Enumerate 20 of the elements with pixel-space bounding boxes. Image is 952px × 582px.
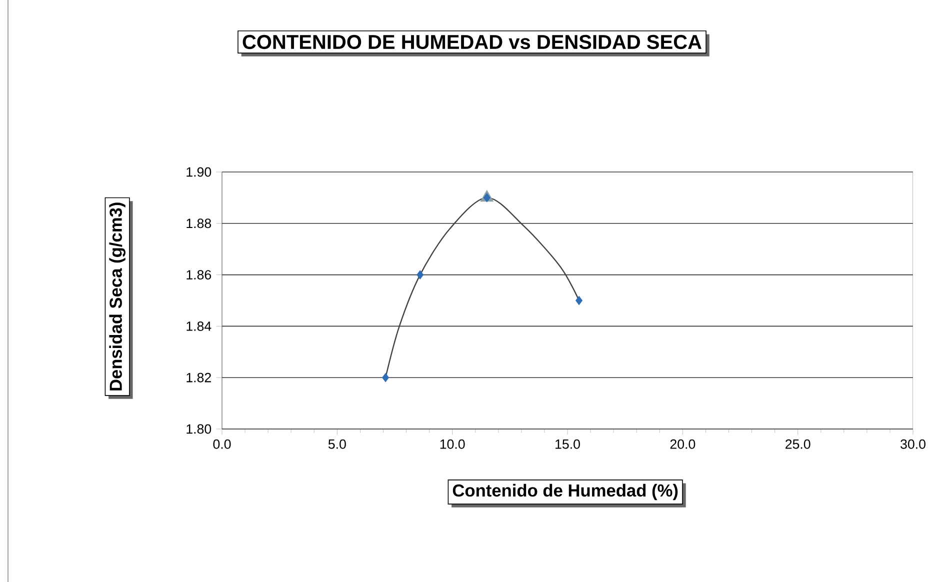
y-axis-title: Densidad Seca (g/cm3) [109, 202, 126, 390]
x-tick-label: 0.0 [213, 439, 231, 449]
x-axis-title: Contenido de Humedad (%) [452, 484, 678, 500]
y-tick-label: 1.88 [186, 218, 212, 228]
chart-title: CONTENIDO DE HUMEDAD vs DENSIDAD SECA [242, 34, 702, 50]
point [416, 270, 424, 280]
point [382, 373, 390, 382]
point [483, 193, 490, 202]
x-tick-label: 25.0 [786, 439, 810, 449]
x-tick-label: 20.0 [670, 439, 696, 449]
x-tick-label: 30.0 [900, 439, 926, 449]
x-tick-label: 15.0 [556, 439, 580, 449]
y-tick-label: 1.82 [186, 372, 211, 382]
point [576, 296, 582, 306]
x-tick-label: 5.0 [328, 439, 346, 449]
y-tick-label: 1.80 [186, 424, 212, 434]
y-tick-label: 1.90 [186, 167, 212, 177]
x-tick-label: 10.0 [440, 439, 465, 449]
y-tick-label: 1.84 [186, 321, 212, 331]
y-tick-label: 1.86 [186, 270, 212, 280]
